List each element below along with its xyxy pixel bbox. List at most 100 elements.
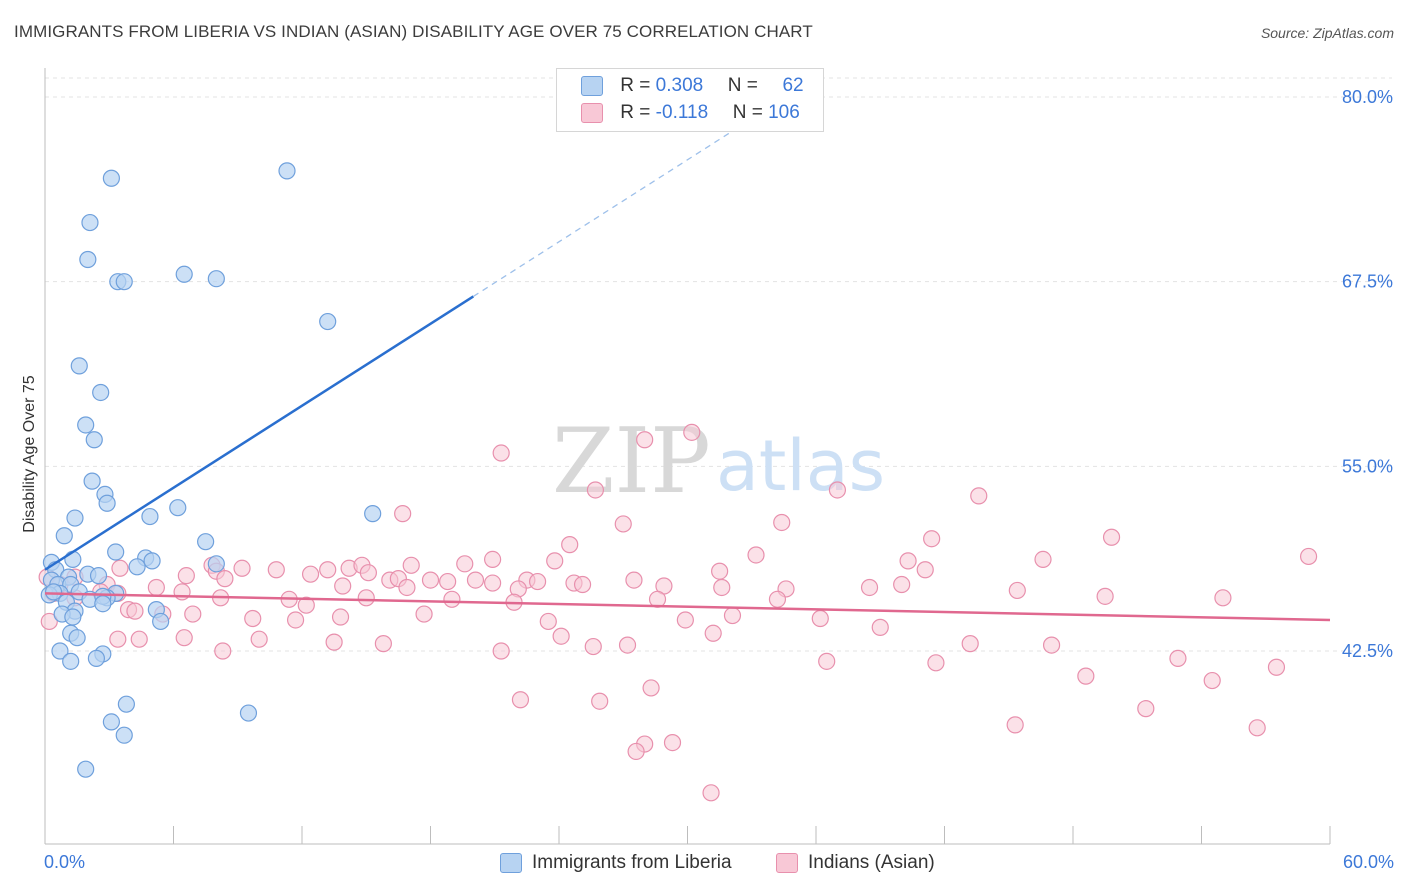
indian-point — [584, 637, 602, 656]
indian-trend-line — [44, 592, 1331, 622]
indian-point — [325, 633, 343, 651]
indian-point — [233, 559, 251, 577]
indian-point — [1034, 550, 1052, 569]
x-tick-max: 60.0% — [1342, 852, 1394, 872]
indian-point — [546, 552, 564, 570]
indian-point — [711, 562, 729, 580]
indian-point — [723, 606, 742, 625]
indian-point — [214, 642, 232, 660]
indian-point — [511, 691, 530, 709]
stats-legend: R = 0.308 N = 62 R = -0.118 N = 106 — [556, 68, 824, 132]
indian-point — [625, 571, 643, 589]
indian-point — [676, 611, 694, 629]
indian-point — [683, 423, 701, 441]
indian-point — [970, 487, 988, 505]
liberia-point — [77, 416, 95, 434]
watermark-atlas: atlas — [716, 425, 885, 507]
series-legend-liberia: Immigrants from Liberia — [500, 852, 732, 874]
indian-point — [539, 612, 557, 631]
liberia-point — [81, 213, 99, 232]
liberia-point — [85, 431, 103, 449]
liberia-point — [102, 169, 120, 187]
indian-point — [636, 431, 654, 449]
indian-point — [394, 505, 412, 523]
legend-r-label: R = — [620, 102, 651, 123]
liberia-point — [77, 760, 95, 778]
indian-point — [421, 571, 440, 589]
liberia-point — [115, 273, 133, 291]
indian-point — [1267, 658, 1286, 676]
legend-r-value: -0.118 — [655, 102, 709, 123]
legend-n-label: N = — [727, 75, 758, 96]
indian-point — [184, 605, 202, 623]
indian-point — [1137, 700, 1155, 718]
liberia-point — [98, 494, 116, 512]
indian-point — [893, 575, 911, 594]
indian-point — [1008, 581, 1026, 600]
indian-point — [109, 630, 127, 648]
indian-point — [177, 567, 195, 585]
y-tick-label: 42.5% — [1342, 641, 1393, 661]
liberia-point — [94, 595, 112, 613]
liberia-point — [117, 695, 135, 713]
legend-swatch-blue — [581, 75, 603, 96]
legend-r-label: R = — [620, 75, 651, 96]
indian-point — [492, 444, 510, 462]
indian-point — [663, 733, 682, 752]
indian-point — [702, 784, 720, 802]
series-legend-indian: Indians (Asian) — [776, 852, 935, 874]
series-swatch-blue — [500, 852, 522, 873]
indian-point — [297, 596, 315, 614]
liberia-point — [169, 499, 187, 517]
indian-point — [1042, 636, 1061, 654]
indian-point — [398, 578, 416, 597]
indian-point — [1096, 587, 1114, 605]
liberia-point — [197, 533, 215, 551]
indian-point — [713, 578, 731, 597]
liberia-point — [87, 649, 106, 667]
indian-point — [244, 609, 262, 628]
indian-point — [175, 629, 193, 647]
liberia-point — [152, 612, 170, 631]
liberia-trend-line — [44, 295, 475, 571]
liberia-trend-extension — [472, 118, 753, 297]
indian-point — [250, 630, 268, 648]
legend-r-value: 0.308 — [655, 75, 704, 96]
indian-point — [484, 574, 502, 592]
y-axis-title: Disability Age Over 75 — [21, 375, 38, 533]
indian-point — [466, 571, 485, 589]
source-credit: Source: ZipAtlas.com — [1260, 25, 1394, 41]
liberia-point — [79, 250, 97, 269]
indian-point — [319, 561, 337, 579]
liberia-point — [278, 162, 296, 180]
liberia-point — [115, 726, 133, 744]
y-tick-label: 67.5% — [1342, 272, 1393, 292]
liberia-point — [102, 713, 120, 731]
indian-point — [301, 565, 320, 583]
liberia-point — [319, 312, 337, 331]
indian-point — [147, 578, 165, 597]
indian-point — [768, 590, 787, 608]
indian-point — [357, 589, 375, 607]
indian-point — [415, 605, 433, 623]
liberia-point — [364, 505, 382, 523]
liberia-point — [107, 543, 125, 561]
watermark-zip: ZIP — [552, 409, 711, 514]
indian-point — [773, 513, 791, 532]
indian-point — [561, 536, 579, 554]
indian-point — [439, 572, 457, 591]
indian-point — [811, 609, 829, 628]
indian-point — [331, 608, 350, 626]
series-legend-label: Indians (Asian) — [808, 852, 935, 873]
liberia-point — [66, 509, 84, 527]
indian-point — [359, 564, 377, 582]
legend-row-indian: R = -0.118 N = 106 — [581, 102, 800, 126]
liberia-point — [92, 383, 110, 402]
indian-point — [923, 530, 941, 548]
indian-point — [552, 627, 570, 645]
indian-point — [627, 742, 645, 761]
indian-point — [402, 556, 420, 574]
indian-point — [484, 550, 502, 569]
liberia-point — [89, 567, 108, 585]
